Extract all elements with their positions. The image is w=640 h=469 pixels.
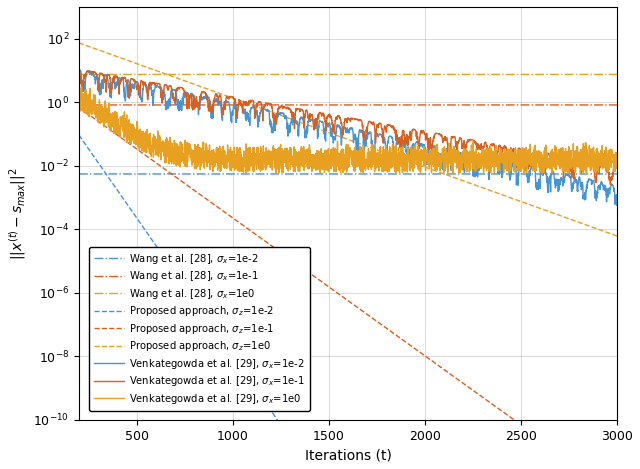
Proposed approach, $\sigma_z$=1e-2 bbox=[283, 431, 291, 436]
Wang et al. [28], $\sigma_x$=1e-1 bbox=[137, 102, 145, 108]
Venkategowda et al. [29], $\sigma_x$=1e-1 bbox=[103, 76, 111, 81]
Venkategowda et al. [29], $\sigma_x$=1e-1 bbox=[137, 78, 145, 84]
Wang et al. [28], $\sigma_x$=1e-1 bbox=[602, 102, 610, 108]
Venkategowda et al. [29], $\sigma_x$=1e0 bbox=[37, 80, 45, 85]
Wang et al. [28], $\sigma_x$=1e0 bbox=[602, 72, 610, 77]
Wang et al. [28], $\sigma_x$=1e-2 bbox=[613, 171, 621, 177]
Proposed approach, $\sigma_z$=1e-2 bbox=[137, 221, 145, 227]
Venkategowda et al. [29], $\sigma_x$=1e0 bbox=[538, 170, 546, 175]
Wang et al. [28], $\sigma_x$=1e-1 bbox=[540, 102, 548, 108]
Venkategowda et al. [29], $\sigma_x$=1e0 bbox=[540, 170, 548, 175]
Proposed approach, $\sigma_z$=1e0 bbox=[258, 106, 266, 111]
Venkategowda et al. [29], $\sigma_x$=1e-2 bbox=[613, 203, 621, 208]
Proposed approach, $\sigma_z$=1e-2 bbox=[258, 395, 266, 401]
Proposed approach, $\sigma_z$=1e-1 bbox=[37, 77, 45, 83]
Proposed approach, $\sigma_z$=1e-1 bbox=[258, 236, 266, 242]
Venkategowda et al. [29], $\sigma_x$=1e-1 bbox=[44, 61, 51, 67]
Venkategowda et al. [29], $\sigma_x$=1e0 bbox=[283, 150, 291, 155]
Proposed approach, $\sigma_z$=1e-1 bbox=[540, 438, 548, 444]
Venkategowda et al. [29], $\sigma_x$=1e-2 bbox=[613, 200, 621, 206]
Line: Venkategowda et al. [29], $\sigma_x$=1e-1: Venkategowda et al. [29], $\sigma_x$=1e-… bbox=[41, 64, 617, 185]
Venkategowda et al. [29], $\sigma_x$=1e-1 bbox=[37, 77, 45, 83]
Wang et al. [28], $\sigma_x$=1e0 bbox=[137, 72, 145, 77]
Wang et al. [28], $\sigma_x$=1e-1 bbox=[102, 102, 110, 108]
Proposed approach, $\sigma_z$=1e-1 bbox=[102, 124, 110, 130]
Venkategowda et al. [29], $\sigma_x$=1e-2 bbox=[42, 59, 49, 65]
Wang et al. [28], $\sigma_x$=1e0 bbox=[37, 72, 45, 77]
Venkategowda et al. [29], $\sigma_x$=1e-1 bbox=[607, 182, 614, 188]
Wang et al. [28], $\sigma_x$=1e-1 bbox=[258, 102, 266, 108]
Venkategowda et al. [29], $\sigma_x$=1e-1 bbox=[283, 106, 291, 111]
Line: Proposed approach, $\sigma_z$=1e-2: Proposed approach, $\sigma_z$=1e-2 bbox=[41, 80, 617, 469]
Proposed approach, $\sigma_z$=1e0 bbox=[540, 207, 548, 212]
Wang et al. [28], $\sigma_x$=1e-2 bbox=[102, 171, 110, 177]
Venkategowda et al. [29], $\sigma_x$=1e-1 bbox=[602, 164, 610, 170]
Y-axis label: $||x^{(t)} - s_{max}||^2$: $||x^{(t)} - s_{max}||^2$ bbox=[7, 167, 28, 260]
Venkategowda et al. [29], $\sigma_x$=1e-2 bbox=[540, 166, 548, 172]
Wang et al. [28], $\sigma_x$=1e-2 bbox=[37, 171, 45, 177]
Wang et al. [28], $\sigma_x$=1e-2 bbox=[137, 171, 145, 177]
Proposed approach, $\sigma_z$=1e-2 bbox=[102, 172, 110, 177]
Wang et al. [28], $\sigma_x$=1e0 bbox=[102, 72, 110, 77]
Proposed approach, $\sigma_z$=1e-1 bbox=[283, 254, 291, 259]
Venkategowda et al. [29], $\sigma_x$=1e0 bbox=[602, 152, 610, 158]
Wang et al. [28], $\sigma_x$=1e-1 bbox=[613, 102, 621, 108]
Venkategowda et al. [29], $\sigma_x$=1e-1 bbox=[613, 163, 621, 169]
Proposed approach, $\sigma_z$=1e0 bbox=[102, 50, 110, 56]
Proposed approach, $\sigma_z$=1e0 bbox=[137, 62, 145, 68]
Line: Venkategowda et al. [29], $\sigma_x$=1e0: Venkategowda et al. [29], $\sigma_x$=1e0 bbox=[41, 56, 617, 173]
X-axis label: Iterations (t): Iterations (t) bbox=[305, 448, 392, 462]
Wang et al. [28], $\sigma_x$=1e-2 bbox=[283, 171, 291, 177]
Line: Venkategowda et al. [29], $\sigma_x$=1e-2: Venkategowda et al. [29], $\sigma_x$=1e-… bbox=[41, 62, 617, 205]
Proposed approach, $\sigma_z$=1e0 bbox=[613, 233, 621, 239]
Proposed approach, $\sigma_z$=1e0 bbox=[602, 229, 610, 235]
Wang et al. [28], $\sigma_x$=1e0 bbox=[283, 72, 291, 77]
Venkategowda et al. [29], $\sigma_x$=1e-2 bbox=[137, 95, 145, 101]
Wang et al. [28], $\sigma_x$=1e-1 bbox=[37, 102, 45, 108]
Line: Proposed approach, $\sigma_z$=1e-1: Proposed approach, $\sigma_z$=1e-1 bbox=[41, 80, 617, 469]
Wang et al. [28], $\sigma_x$=1e0 bbox=[613, 72, 621, 77]
Venkategowda et al. [29], $\sigma_x$=1e0 bbox=[103, 113, 111, 119]
Venkategowda et al. [29], $\sigma_x$=1e-2 bbox=[602, 189, 610, 194]
Proposed approach, $\sigma_z$=1e0 bbox=[283, 114, 291, 120]
Venkategowda et al. [29], $\sigma_x$=1e-2 bbox=[37, 76, 45, 82]
Wang et al. [28], $\sigma_x$=1e-1 bbox=[283, 102, 291, 108]
Wang et al. [28], $\sigma_x$=1e-2 bbox=[258, 171, 266, 177]
Proposed approach, $\sigma_z$=1e-1 bbox=[137, 149, 145, 155]
Wang et al. [28], $\sigma_x$=1e0 bbox=[258, 72, 266, 77]
Venkategowda et al. [29], $\sigma_x$=1e-1 bbox=[258, 107, 266, 113]
Wang et al. [28], $\sigma_x$=1e-2 bbox=[602, 171, 610, 177]
Legend: Wang et al. [28], $\sigma_x$=1e-2, Wang et al. [28], $\sigma_x$=1e-1, Wang et al: Wang et al. [28], $\sigma_x$=1e-2, Wang … bbox=[90, 247, 310, 411]
Proposed approach, $\sigma_z$=1e-2 bbox=[37, 77, 45, 83]
Wang et al. [28], $\sigma_x$=1e0 bbox=[540, 72, 548, 77]
Venkategowda et al. [29], $\sigma_x$=1e0 bbox=[137, 142, 145, 147]
Line: Proposed approach, $\sigma_z$=1e0: Proposed approach, $\sigma_z$=1e0 bbox=[41, 29, 617, 236]
Venkategowda et al. [29], $\sigma_x$=1e0 bbox=[613, 159, 621, 164]
Proposed approach, $\sigma_z$=1e0 bbox=[37, 26, 45, 32]
Wang et al. [28], $\sigma_x$=1e-2 bbox=[540, 171, 548, 177]
Venkategowda et al. [29], $\sigma_x$=1e-2 bbox=[283, 121, 291, 127]
Venkategowda et al. [29], $\sigma_x$=1e0 bbox=[258, 154, 266, 160]
Venkategowda et al. [29], $\sigma_x$=1e-1 bbox=[540, 170, 548, 176]
Venkategowda et al. [29], $\sigma_x$=1e-2 bbox=[103, 72, 111, 78]
Venkategowda et al. [29], $\sigma_x$=1e0 bbox=[38, 53, 45, 59]
Venkategowda et al. [29], $\sigma_x$=1e-2 bbox=[258, 107, 266, 113]
